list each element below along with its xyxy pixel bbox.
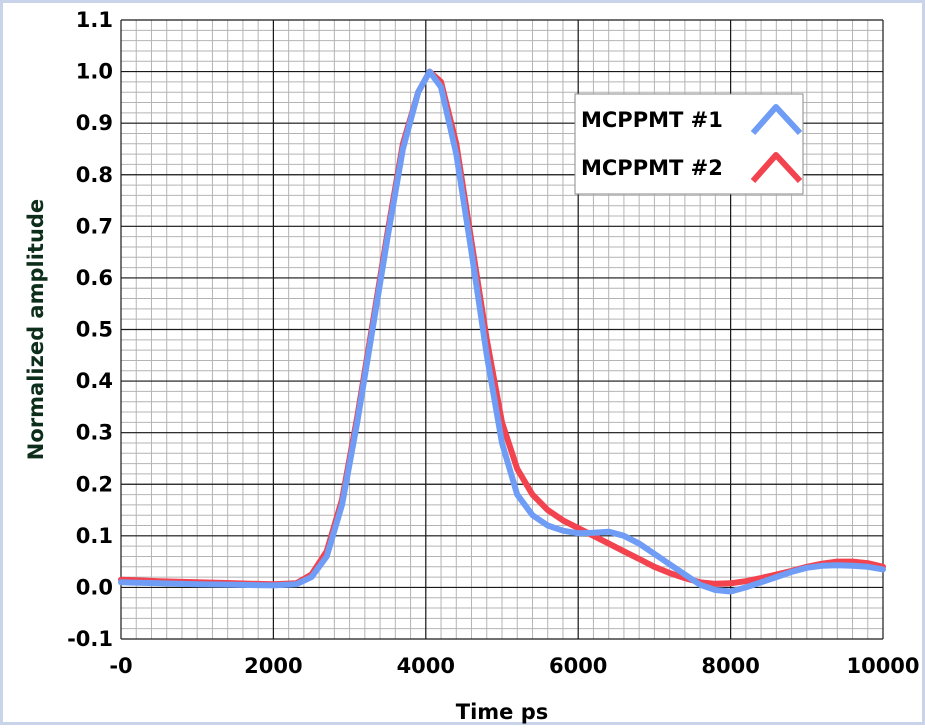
- y-tick-label: 0.8: [76, 163, 113, 187]
- y-tick-label: 0.3: [76, 421, 113, 445]
- y-tick-label: 0.7: [76, 214, 113, 238]
- y-tick-label: 0.9: [76, 111, 113, 135]
- y-axis-title: Normalized amplitude: [24, 199, 48, 460]
- y-tick-label: 0.2: [76, 472, 113, 496]
- line-chart: -0 2000 4000 6000 8000 10000 -0.1 0.0 0.1 0.2 0.3 0…: [24, 8, 920, 724]
- legend-label-mcppmt-2: MCPPMT #2: [581, 156, 723, 180]
- y-tick-label: 0.4: [76, 369, 113, 393]
- legend: MCPPMT #1 MCPPMT #2: [574, 93, 804, 195]
- y-tick-label: 0.5: [76, 318, 113, 342]
- series-line-mcppmt-1: [118, 68, 886, 595]
- tick-labels: -0 2000 4000 6000 8000 10000 -0.1 0.0 0.1 0.2 0.3 0…: [67, 8, 919, 678]
- y-tick-label: 1.1: [76, 8, 113, 32]
- x-tick-label: 4000: [397, 654, 455, 678]
- x-axis-title: Time ps: [456, 700, 549, 724]
- y-tick-label: 0.0: [76, 575, 113, 599]
- y-tick-label: 1.0: [76, 60, 113, 84]
- y-tick-label: 0.6: [76, 266, 113, 290]
- legend-swatch-mcppmt-1: [750, 104, 803, 136]
- y-tick-label: -0.1: [67, 627, 113, 651]
- x-tick-label: 8000: [701, 654, 759, 678]
- x-tick-label: 10000: [846, 654, 919, 678]
- legend-label-mcppmt-1: MCPPMT #1: [581, 108, 723, 132]
- x-tick-label: -0: [109, 654, 132, 678]
- y-tick-label: 0.1: [76, 524, 113, 548]
- legend-swatch-mcppmt-2: [750, 152, 803, 184]
- x-tick-label: 2000: [244, 654, 302, 678]
- x-tick-label: 6000: [549, 654, 607, 678]
- series-layer: [118, 68, 886, 595]
- legend-box: [574, 93, 804, 195]
